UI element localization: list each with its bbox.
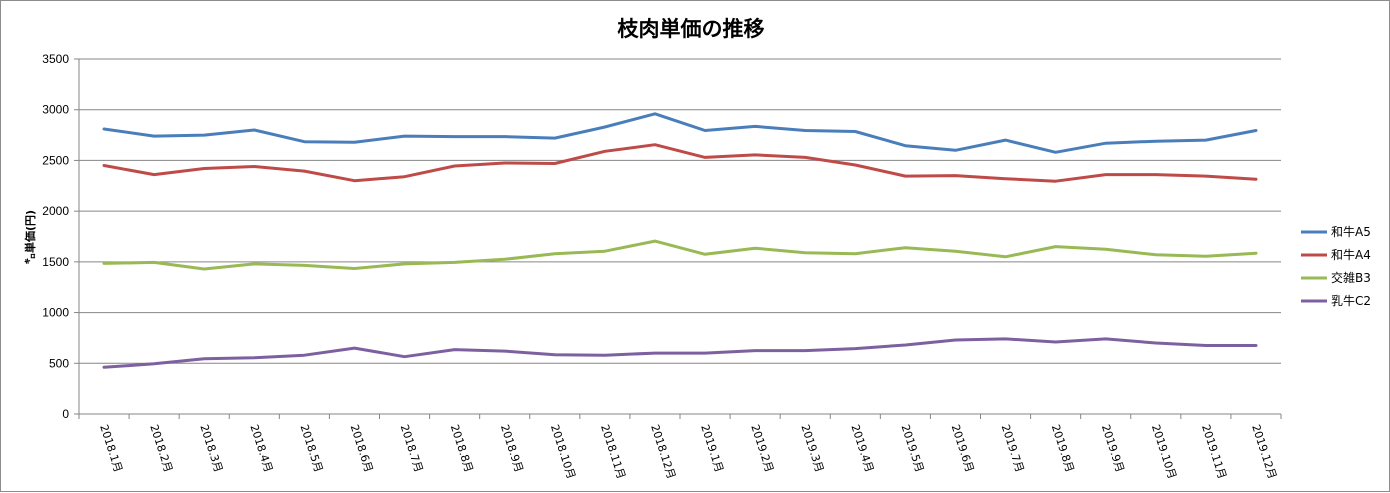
x-tick-label: 2019.2月 — [748, 423, 776, 474]
x-tick-label: 2018.3月 — [197, 423, 225, 474]
legend-label: 和牛A4 — [1331, 247, 1371, 262]
series-lines — [104, 114, 1256, 368]
x-tick-label: 2018.12月 — [648, 423, 678, 481]
x-tick-label: 2018.2月 — [147, 423, 175, 474]
y-tick-label: 1000 — [42, 306, 69, 320]
x-tick-label: 2018.1月 — [97, 423, 125, 474]
series-line-1 — [104, 114, 1256, 153]
legend-label: 交雑B3 — [1331, 270, 1371, 285]
gridlines — [74, 59, 1281, 414]
y-axis-ticks: 0 500 1000 1500 2000 2500 3000 3500 — [42, 52, 69, 421]
x-tick-label: 2018.7月 — [398, 423, 426, 474]
x-tick-label: 2018.4月 — [247, 423, 275, 474]
series-line-2 — [104, 145, 1256, 182]
y-tick-label: 1500 — [42, 255, 69, 269]
x-tick-label: 2018.5月 — [298, 423, 326, 474]
y-axis-label: ㌔単価(円) — [23, 210, 37, 264]
x-tick-label: 2019.4月 — [848, 423, 876, 474]
legend-label: 和牛A5 — [1331, 224, 1371, 239]
axes — [79, 59, 1281, 419]
y-tick-label: 2000 — [42, 204, 69, 218]
legend-item: 和牛A4 — [1301, 247, 1371, 262]
x-tick-label: 2018.9月 — [498, 423, 526, 474]
x-tick-label: 2019.12月 — [1249, 423, 1279, 481]
x-tick-label: 2019.6月 — [949, 423, 977, 474]
y-tick-label: 500 — [49, 356, 69, 370]
x-tick-label: 2019.1月 — [698, 423, 726, 474]
x-tick-label: 2018.11月 — [598, 423, 628, 481]
x-tick-label: 2019.11月 — [1199, 423, 1229, 481]
y-tick-label: 2500 — [42, 153, 69, 167]
x-tick-label: 2019.10月 — [1149, 423, 1179, 481]
legend-item: 和牛A5 — [1301, 224, 1371, 239]
x-tick-label: 2018.8月 — [448, 423, 476, 474]
chart-title: 枝肉単価の推移 — [618, 17, 765, 41]
x-tick-label: 2018.6月 — [348, 423, 376, 474]
x-tick-label: 2018.10月 — [548, 423, 578, 481]
legend: 和牛A5 和牛A4 交雑B3 乳牛C2 — [1301, 224, 1371, 308]
series-line-3 — [104, 241, 1256, 269]
legend-label: 乳牛C2 — [1331, 293, 1371, 308]
legend-item: 交雑B3 — [1301, 270, 1371, 285]
y-tick-label: 3000 — [42, 103, 69, 117]
x-tick-label: 2019.8月 — [1049, 423, 1077, 474]
x-tick-label: 2019.7月 — [999, 423, 1027, 474]
legend-item: 乳牛C2 — [1301, 293, 1371, 308]
x-tick-label: 2019.9月 — [1099, 423, 1127, 474]
x-tick-label: 2019.3月 — [798, 423, 826, 474]
y-tick-label: 3500 — [42, 52, 69, 66]
y-tick-label: 0 — [62, 407, 69, 421]
x-axis-ticks: 2018.1月 2018.2月 2018.3月 2018.4月 2018.5月 2018.… — [97, 423, 1279, 481]
x-tick-label: 2019.5月 — [899, 423, 927, 474]
